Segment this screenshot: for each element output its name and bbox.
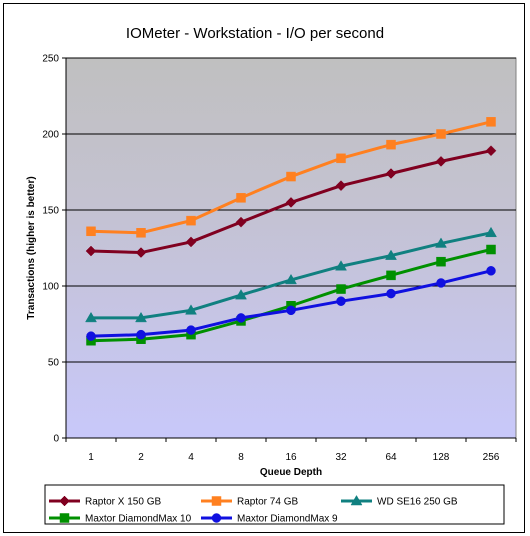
data-point [486, 117, 496, 127]
series-2 [85, 226, 497, 323]
data-point [385, 249, 397, 260]
y-tick-label: 200 [42, 130, 59, 141]
legend-label: Maxtor DiamondMax 9 [237, 514, 338, 525]
data-point [86, 331, 96, 341]
legend-marker [59, 513, 70, 523]
chart: IOMeter - Workstation - I/O per second 0… [26, 25, 517, 525]
x-tick-label: 32 [335, 452, 347, 463]
legend-entry: Raptor 74 GB [201, 496, 298, 508]
data-point [435, 237, 447, 248]
y-tick-label: 150 [42, 206, 59, 217]
series [85, 117, 497, 346]
data-point [385, 168, 397, 179]
data-point [185, 236, 197, 248]
legend-marker [59, 495, 70, 507]
chart-frame: IOMeter - Workstation - I/O per second 0… [3, 3, 525, 533]
y-tick-label: 0 [53, 434, 59, 445]
data-point [135, 311, 147, 323]
y-tick-label: 250 [42, 54, 59, 65]
data-point [85, 311, 97, 323]
x-tick-label: 16 [285, 452, 297, 463]
legend-entries: Raptor X 150 GB Raptor 74 GB WD SE16 250 G… [49, 495, 458, 525]
data-point [436, 129, 446, 139]
data-point [86, 226, 96, 237]
chart-title: IOMeter - Workstation - I/O per second [126, 25, 384, 42]
data-point [485, 226, 497, 238]
legend-entry: Maxtor DiamondMax 9 [201, 513, 338, 525]
series-4 [86, 266, 496, 341]
data-point [285, 197, 297, 208]
y-axis: 0 50 100 150 200 250 [42, 54, 67, 445]
data-point [186, 215, 196, 226]
data-point [85, 245, 97, 257]
data-point [436, 256, 446, 267]
x-tick-label: 8 [238, 452, 244, 463]
legend-label: Maxtor DiamondMax 10 [85, 514, 192, 525]
data-point [336, 284, 346, 294]
data-point [135, 247, 147, 258]
x-axis: 1 2 4 8 16 32 64 128 256 [65, 437, 517, 463]
data-point [485, 145, 497, 157]
data-point [386, 288, 396, 299]
legend-label: WD SE16 250 GB [377, 497, 458, 508]
x-tick-label: 128 [433, 452, 450, 463]
data-point [236, 193, 246, 203]
y-axis-title: Transactions (higher is better) [26, 176, 37, 319]
data-point [185, 304, 197, 315]
data-point [136, 329, 146, 340]
data-point [136, 228, 146, 238]
data-point [386, 270, 396, 281]
legend-marker [350, 495, 363, 506]
legend-marker [211, 496, 222, 506]
data-point [286, 171, 296, 182]
legend [44, 484, 505, 525]
legend-entry: WD SE16 250 GB [341, 495, 458, 508]
data-point [335, 180, 347, 192]
legend-marker [211, 513, 222, 523]
data-point [336, 296, 346, 306]
x-tick-label: 256 [483, 452, 500, 463]
data-point [235, 289, 247, 300]
data-point [486, 244, 496, 255]
data-point [286, 305, 296, 316]
series-0 [85, 145, 497, 258]
x-axis-title: Queue Depth [260, 467, 322, 478]
y-tick-label: 50 [48, 358, 60, 369]
legend-label: Raptor X 150 GB [85, 497, 161, 508]
series-1 [86, 117, 496, 238]
data-point [285, 273, 297, 285]
legend-label: Raptor 74 GB [237, 497, 298, 508]
x-tick-label: 1 [88, 452, 94, 463]
data-point [235, 216, 247, 228]
data-point [436, 278, 446, 288]
data-point [386, 139, 396, 150]
data-point [335, 260, 347, 271]
data-point [186, 325, 196, 335]
data-point [236, 313, 246, 323]
y-tick-label: 100 [42, 282, 59, 293]
plot-area [65, 57, 517, 439]
x-tick-label: 4 [188, 452, 194, 463]
x-tick-label: 2 [138, 452, 144, 463]
legend-entry: Maxtor DiamondMax 10 [49, 513, 192, 525]
legend-entry: Raptor X 150 GB [49, 495, 161, 508]
data-point [486, 266, 496, 276]
data-point [336, 153, 346, 164]
data-point [435, 156, 447, 167]
x-tick-label: 64 [385, 452, 397, 463]
